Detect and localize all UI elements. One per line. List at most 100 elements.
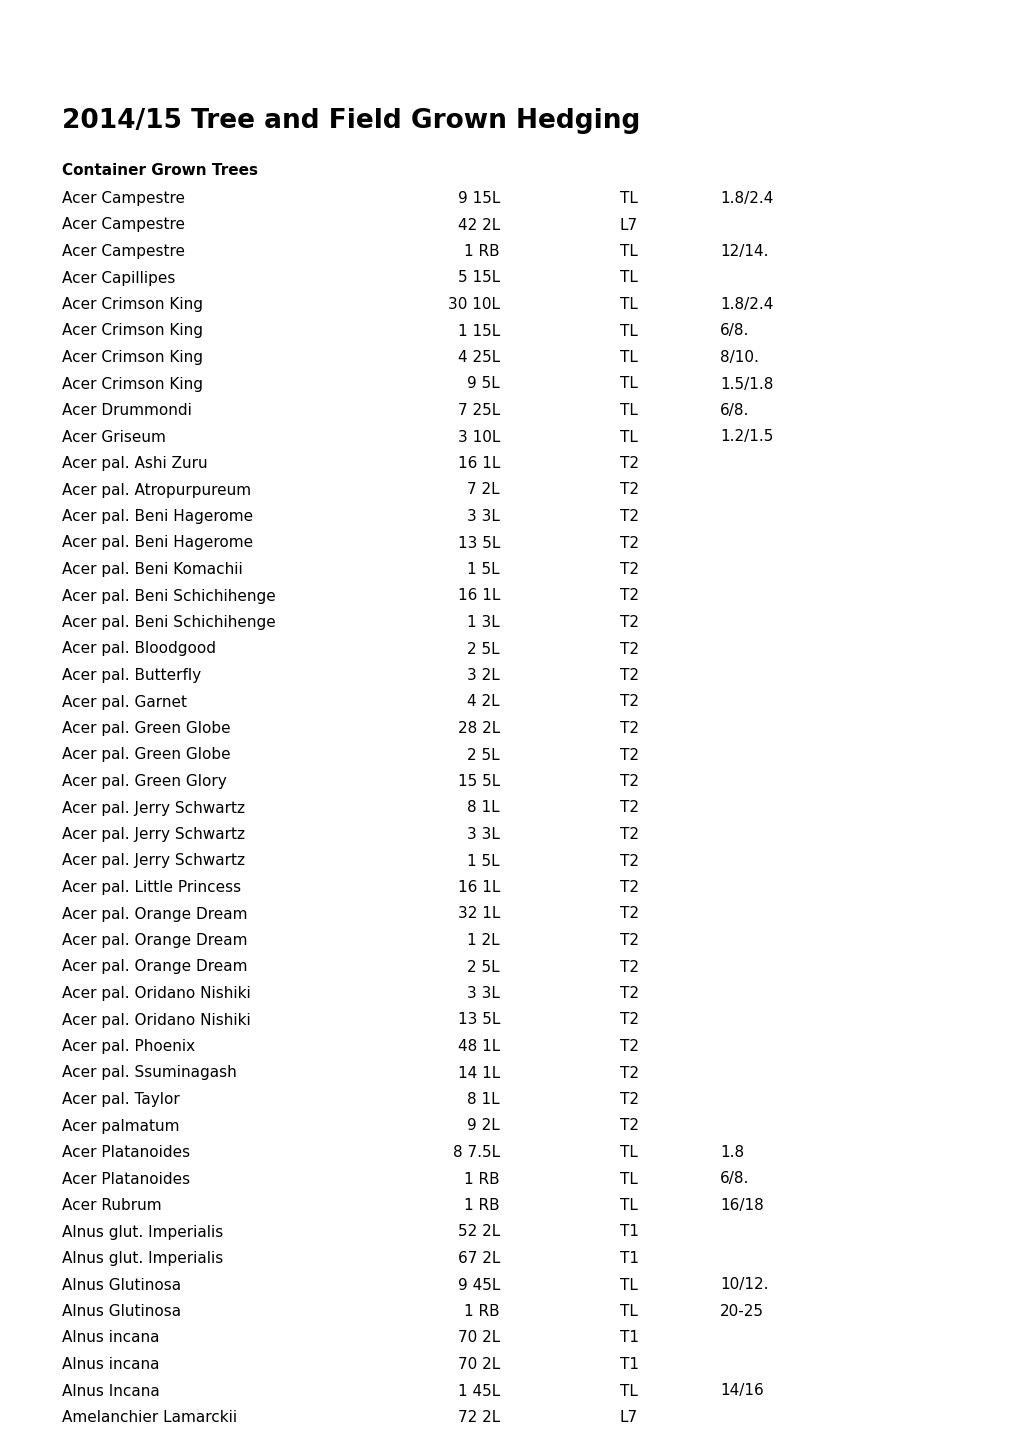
Text: 5 15L: 5 15L [458, 271, 499, 286]
Text: T2: T2 [620, 800, 638, 816]
Text: 3 2L: 3 2L [467, 668, 499, 684]
Text: 3 3L: 3 3L [467, 986, 499, 1001]
Text: T2: T2 [620, 668, 638, 684]
Text: 1 3L: 1 3L [467, 614, 499, 630]
Text: T2: T2 [620, 509, 638, 523]
Text: T2: T2 [620, 747, 638, 763]
Text: Acer Griseum: Acer Griseum [62, 430, 166, 444]
Text: T1: T1 [620, 1331, 638, 1345]
Text: Acer Crimson King: Acer Crimson King [62, 350, 203, 365]
Text: 9 45L: 9 45L [458, 1278, 499, 1292]
Text: TL: TL [620, 1145, 637, 1159]
Text: Acer Campestre: Acer Campestre [62, 218, 184, 232]
Text: 1 RB: 1 RB [464, 1304, 499, 1319]
Text: 15 5L: 15 5L [458, 774, 499, 789]
Text: Acer Rubrum: Acer Rubrum [62, 1198, 161, 1213]
Text: 1 5L: 1 5L [467, 562, 499, 577]
Text: T2: T2 [620, 588, 638, 604]
Text: 2 5L: 2 5L [467, 642, 499, 656]
Text: Acer Platanoides: Acer Platanoides [62, 1171, 190, 1187]
Text: Acer pal. Phoenix: Acer pal. Phoenix [62, 1040, 195, 1054]
Text: 9 15L: 9 15L [458, 190, 499, 206]
Text: 1 5L: 1 5L [467, 854, 499, 868]
Text: T2: T2 [620, 562, 638, 577]
Text: TL: TL [620, 190, 637, 206]
Text: Alnus glut. Imperialis: Alnus glut. Imperialis [62, 1224, 223, 1240]
Text: Alnus incana: Alnus incana [62, 1331, 159, 1345]
Text: T2: T2 [620, 535, 638, 551]
Text: 7 25L: 7 25L [458, 402, 499, 418]
Text: Alnus glut. Imperialis: Alnus glut. Imperialis [62, 1252, 223, 1266]
Text: Alnus Incana: Alnus Incana [62, 1383, 160, 1399]
Text: 30 10L: 30 10L [447, 297, 499, 311]
Text: TL: TL [620, 1198, 637, 1213]
Text: 1 RB: 1 RB [464, 1198, 499, 1213]
Text: TL: TL [620, 430, 637, 444]
Text: 8/10.: 8/10. [719, 350, 758, 365]
Text: 8 1L: 8 1L [467, 1092, 499, 1107]
Text: 16 1L: 16 1L [458, 588, 499, 604]
Text: Alnus Glutinosa: Alnus Glutinosa [62, 1278, 181, 1292]
Text: 14/16: 14/16 [719, 1383, 763, 1399]
Text: 48 1L: 48 1L [458, 1040, 499, 1054]
Text: T2: T2 [620, 907, 638, 921]
Text: 16 1L: 16 1L [458, 880, 499, 895]
Text: Acer pal. Beni Schichihenge: Acer pal. Beni Schichihenge [62, 588, 275, 604]
Text: Acer Drummondi: Acer Drummondi [62, 402, 192, 418]
Text: Acer pal. Oridano Nishiki: Acer pal. Oridano Nishiki [62, 1012, 251, 1028]
Text: T2: T2 [620, 1092, 638, 1107]
Text: 67 2L: 67 2L [458, 1252, 499, 1266]
Text: TL: TL [620, 271, 637, 286]
Text: Acer pal. Green Globe: Acer pal. Green Globe [62, 747, 230, 763]
Text: 1.8/2.4: 1.8/2.4 [719, 190, 772, 206]
Text: Acer Crimson King: Acer Crimson King [62, 376, 203, 391]
Text: 1.5/1.8: 1.5/1.8 [719, 376, 772, 391]
Text: T2: T2 [620, 933, 638, 947]
Text: T2: T2 [620, 642, 638, 656]
Text: 6/8.: 6/8. [719, 1171, 749, 1187]
Text: T2: T2 [620, 828, 638, 842]
Text: Acer palmatum: Acer palmatum [62, 1119, 179, 1133]
Text: Acer pal. Orange Dream: Acer pal. Orange Dream [62, 959, 248, 975]
Text: 20-25: 20-25 [719, 1304, 763, 1319]
Text: 1 RB: 1 RB [464, 1171, 499, 1187]
Text: TL: TL [620, 376, 637, 391]
Text: 70 2L: 70 2L [458, 1357, 499, 1371]
Text: Container Grown Trees: Container Grown Trees [62, 163, 258, 177]
Text: 12/14.: 12/14. [719, 244, 767, 260]
Text: 3 3L: 3 3L [467, 509, 499, 523]
Text: T2: T2 [620, 774, 638, 789]
Text: Acer pal. Green Glory: Acer pal. Green Glory [62, 774, 226, 789]
Text: 2 5L: 2 5L [467, 959, 499, 975]
Text: 3 10L: 3 10L [458, 430, 499, 444]
Text: Acer Crimson King: Acer Crimson King [62, 297, 203, 311]
Text: T1: T1 [620, 1224, 638, 1240]
Text: Acer pal. Jerry Schwartz: Acer pal. Jerry Schwartz [62, 828, 245, 842]
Text: Acer pal. Taylor: Acer pal. Taylor [62, 1092, 179, 1107]
Text: Acer Capillipes: Acer Capillipes [62, 271, 175, 286]
Text: 1 45L: 1 45L [458, 1383, 499, 1399]
Text: L7: L7 [620, 218, 638, 232]
Text: 16/18: 16/18 [719, 1198, 763, 1213]
Text: L7: L7 [620, 1410, 638, 1425]
Text: Acer pal. Green Globe: Acer pal. Green Globe [62, 721, 230, 735]
Text: Acer pal. Beni Hagerome: Acer pal. Beni Hagerome [62, 509, 253, 523]
Text: Acer pal. Bloodgood: Acer pal. Bloodgood [62, 642, 216, 656]
Text: Acer pal. Atropurpureum: Acer pal. Atropurpureum [62, 483, 251, 497]
Text: 52 2L: 52 2L [458, 1224, 499, 1240]
Text: 13 5L: 13 5L [458, 535, 499, 551]
Text: 6/8.: 6/8. [719, 323, 749, 339]
Text: TL: TL [620, 323, 637, 339]
Text: T2: T2 [620, 1066, 638, 1080]
Text: TL: TL [620, 350, 637, 365]
Text: 8 7.5L: 8 7.5L [452, 1145, 499, 1159]
Text: Alnus Glutinosa: Alnus Glutinosa [62, 1304, 181, 1319]
Text: Acer pal. Beni Schichihenge: Acer pal. Beni Schichihenge [62, 614, 275, 630]
Text: Acer pal. Butterfly: Acer pal. Butterfly [62, 668, 201, 684]
Text: 13 5L: 13 5L [458, 1012, 499, 1028]
Text: 1 RB: 1 RB [464, 244, 499, 260]
Text: T2: T2 [620, 695, 638, 709]
Text: T2: T2 [620, 959, 638, 975]
Text: 1 15L: 1 15L [458, 323, 499, 339]
Text: TL: TL [620, 1278, 637, 1292]
